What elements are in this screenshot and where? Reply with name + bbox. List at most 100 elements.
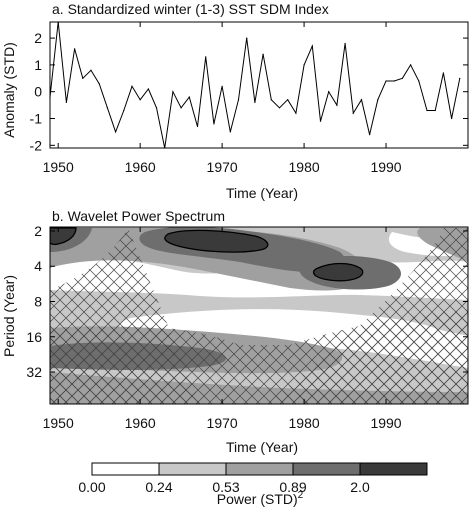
colorbar-level-label: 2.0 (350, 479, 370, 495)
sdm-index-point (410, 64, 412, 66)
panel-b-ytick-label: 4 (34, 258, 42, 274)
panel-b-ytick-label: 2 (34, 223, 42, 239)
colorbar-boxes (91, 462, 428, 476)
sdm-index-point (311, 45, 313, 47)
panel-b-ylabel: Period (Year) (1, 275, 17, 357)
sdm-index-point (172, 91, 174, 93)
panel-b-ytick-label: 8 (34, 293, 42, 309)
sdm-index-point (147, 88, 149, 90)
sdm-index-point (303, 64, 305, 66)
panel-a-xtick-label: 1970 (207, 159, 238, 175)
sdm-index-point (328, 91, 330, 93)
colorbar-box (359, 462, 428, 476)
colorbar-box (225, 462, 294, 476)
sdm-index-point (98, 83, 100, 85)
power-region-darkest-c (312, 262, 364, 282)
sdm-index-point (73, 48, 76, 50)
colorbar-level-label: 0.53 (212, 479, 239, 495)
sdm-index-point (262, 53, 264, 55)
sdm-index-point (385, 80, 387, 82)
sdm-index-point (229, 131, 231, 133)
colorbar-title-main: Power (STD) (217, 491, 298, 507)
panel-a: a. Standardized winter (1-3) SST SDM Ind… (1, 1, 469, 201)
sdm-index-point (114, 131, 117, 133)
panel-b-frame (49, 226, 469, 405)
sdm-index-point (82, 77, 84, 79)
cone-of-influence-bottom (50, 310, 468, 404)
panel-a-ytick-label: 0 (34, 84, 42, 100)
power-region-darkest-b (164, 229, 269, 253)
sdm-index-point (221, 85, 223, 87)
panel-b-ytick-label: 32 (26, 364, 42, 380)
panel-b-xtick-label: 1990 (370, 415, 401, 431)
sdm-index-point (155, 107, 158, 109)
sdm-index-point (123, 109, 125, 112)
panel-a-ylabel: Anomaly (STD) (1, 42, 17, 138)
sdm-index-point (65, 101, 67, 104)
colorbar-box (91, 462, 160, 476)
panel-a-ytick-label: 1 (34, 57, 42, 73)
colorbar-level-label: 0.24 (145, 479, 172, 495)
panel-b-xtick-label: 1960 (125, 415, 156, 431)
panel-a-ytick-label: -1 (30, 111, 43, 127)
sdm-index-point (237, 99, 240, 101)
sdm-index-point (287, 99, 289, 101)
colorbar-level-label: 0.89 (279, 479, 306, 495)
sdm-index-point (205, 56, 207, 58)
panel-b-xlabel: Time (Year) (226, 439, 298, 455)
panel-b-y-ticks: 2 4 8 16 32 (26, 223, 468, 380)
sdm-index-point (418, 80, 420, 82)
sdm-index-point (442, 72, 445, 74)
sdm-index-point (319, 120, 322, 122)
colorbar-box (292, 462, 361, 476)
sdm-index-point (451, 117, 453, 120)
sdm-index-point (196, 125, 199, 128)
panel-b-title: b. Wavelet Power Spectrum (52, 208, 225, 224)
power-region-darkest-a (50, 227, 77, 246)
sdm-index-point (369, 133, 371, 136)
colorbar-level-label: 0.00 (78, 479, 105, 495)
panel-b-xtick-label: 1950 (43, 415, 74, 431)
sdm-index-point (246, 37, 248, 39)
colorbar-labels: 0.00 0.24 0.53 0.89 2.0 (78, 479, 370, 495)
sdm-index-point (57, 21, 59, 23)
sdm-index-point (377, 99, 379, 101)
panel-a-x-ticks: 1950 1960 1970 1980 1990 (43, 22, 402, 175)
sdm-index-point (49, 96, 51, 98)
panel-b-xtick-label: 1970 (207, 415, 238, 431)
sdm-index-point (295, 112, 297, 114)
sdm-index-points (49, 21, 461, 149)
panel-a-y-ticks: -2 -1 0 1 2 (30, 30, 468, 153)
sdm-index-point (139, 99, 141, 101)
panel-a-ytick-label: -2 (30, 137, 43, 153)
panel-a-ytick-label: 2 (34, 30, 42, 46)
colorbar-title-sup: 2 (298, 490, 304, 501)
sdm-index-point (360, 99, 363, 101)
panel-a-xtick-label: 1960 (125, 159, 156, 175)
sdm-index-line (49, 21, 461, 149)
sdm-index-point (270, 99, 272, 101)
sdm-index-point (336, 104, 338, 106)
sdm-index-point (90, 69, 92, 71)
sdm-index-point (213, 123, 215, 125)
panel-a-frame (49, 21, 469, 149)
sdm-index-point (106, 107, 108, 109)
sdm-index-point (426, 109, 428, 112)
colorbar-title: Power (STD)2 (217, 490, 304, 507)
panel-b-x-ticks: 1950 1960 1970 1980 1990 (43, 227, 402, 431)
sdm-index-point (352, 112, 354, 114)
sdm-index-point (254, 101, 256, 104)
panel-a-xtick-label: 1950 (43, 159, 74, 175)
sdm-index-point (401, 77, 404, 79)
sdm-index-point (131, 85, 133, 87)
sdm-index-point (278, 107, 281, 109)
sdm-index-point (459, 77, 461, 79)
panel-a-title: a. Standardized winter (1-3) SST SDM Ind… (52, 1, 329, 17)
panel-a-xtick-label: 1990 (370, 159, 401, 175)
sdm-index-point (180, 107, 182, 109)
sdm-index-point (393, 80, 395, 82)
sdm-index-point (344, 42, 346, 45)
panel-a-xtick-label: 1980 (289, 159, 320, 175)
panel-a-xlabel: Time (Year) (226, 185, 298, 201)
